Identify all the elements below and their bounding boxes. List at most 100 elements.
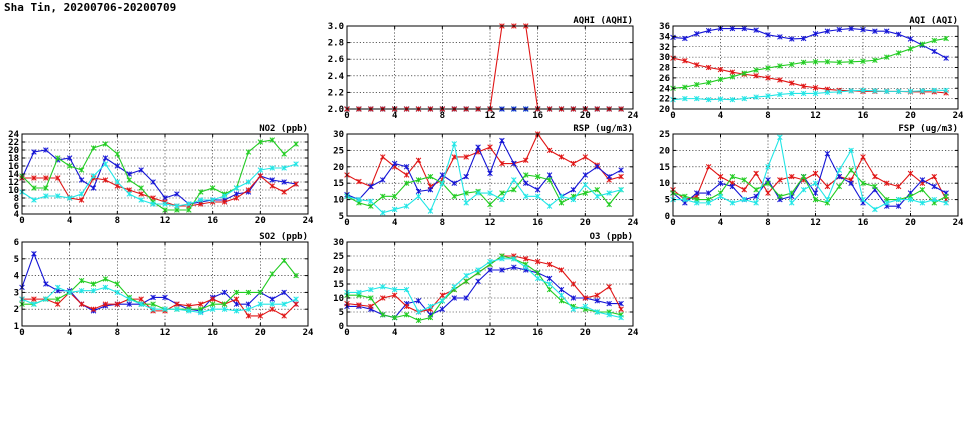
data-point [391, 206, 398, 213]
data-point [717, 76, 724, 83]
x-tick-label: 16 [207, 216, 218, 226]
data-point [233, 296, 240, 302]
y-tick-label: 2.8 [328, 39, 344, 49]
data-point [368, 198, 374, 204]
data-point [114, 163, 121, 169]
x-tick-label: 8 [440, 111, 445, 121]
data-point [693, 81, 700, 88]
data-point [102, 141, 109, 147]
y-tick-label: 18 [8, 154, 19, 164]
data-point [415, 188, 422, 195]
x-tick-label: 8 [115, 216, 120, 226]
data-point [682, 58, 688, 64]
page-title: Sha Tin, 20200706-20200709 [4, 1, 177, 14]
data-point [150, 301, 156, 307]
x-tick-label: 8 [765, 218, 770, 228]
data-point [558, 267, 565, 273]
data-point [499, 190, 505, 196]
data-point [90, 145, 97, 151]
data-point [872, 88, 878, 94]
data-point [102, 177, 109, 183]
data-point [451, 193, 458, 200]
data-point [126, 177, 133, 183]
x-tick-label: 4 [67, 328, 73, 338]
data-point [693, 200, 700, 206]
data-point [753, 67, 759, 73]
data-point [522, 157, 529, 163]
data-point [269, 165, 276, 171]
data-point [221, 306, 228, 312]
x-tick-label: 16 [207, 328, 218, 338]
x-tick-label: 4 [67, 216, 73, 226]
x-tick-label: 16 [532, 328, 543, 338]
data-point [415, 298, 422, 304]
data-point [281, 151, 287, 157]
data-point [522, 180, 529, 186]
data-point [907, 196, 914, 203]
data-point [522, 264, 529, 270]
data-point [812, 190, 819, 196]
data-point [439, 306, 446, 312]
data-point [717, 193, 724, 200]
y-tick-label: 1 [14, 322, 19, 332]
data-point [233, 308, 240, 314]
y-tick-label: 30 [659, 53, 670, 63]
y-tick-label: 26 [659, 74, 670, 84]
data-point [765, 164, 771, 170]
data-point [943, 200, 949, 206]
y-tick-label: 25 [659, 130, 670, 140]
data-point [475, 278, 481, 284]
chart-title: NO2 (ppb) [259, 124, 308, 134]
y-tick-label: 4 [14, 210, 20, 220]
data-point [451, 284, 458, 290]
data-point [368, 203, 374, 209]
x-tick-label: 4 [392, 218, 398, 228]
data-point [257, 301, 264, 307]
y-tick-label: 3 [14, 288, 19, 298]
y-tick-label: 10 [333, 294, 344, 304]
data-point [114, 179, 121, 185]
data-point [487, 201, 493, 208]
data-point [43, 147, 49, 153]
data-point [209, 306, 216, 312]
data-point [511, 177, 517, 183]
data-point [582, 154, 589, 160]
data-point [558, 298, 565, 304]
data-point [379, 154, 386, 160]
data-point [594, 187, 601, 193]
data-point [221, 289, 228, 296]
x-tick-label: 12 [485, 328, 496, 338]
data-point [66, 289, 73, 296]
y-tick-label: 24 [8, 130, 19, 140]
data-point [582, 182, 589, 188]
data-point [765, 93, 771, 99]
data-point [729, 69, 736, 75]
data-point [54, 155, 61, 161]
data-point [102, 284, 109, 291]
data-point [197, 197, 204, 203]
data-point [90, 306, 97, 312]
data-point [606, 173, 612, 180]
data-point [741, 25, 748, 32]
data-point [186, 201, 192, 207]
x-tick-label: 12 [485, 218, 496, 228]
data-point [379, 193, 386, 200]
data-point [78, 277, 85, 284]
data-point [499, 267, 505, 273]
data-point [753, 187, 759, 193]
data-point [618, 187, 624, 193]
data-point [391, 292, 398, 298]
data-point [919, 200, 926, 206]
data-point [162, 201, 168, 207]
data-point [174, 207, 180, 213]
data-point [463, 278, 469, 284]
data-point [78, 191, 85, 197]
data-point [54, 284, 61, 291]
data-point [883, 28, 890, 34]
data-point [895, 183, 902, 190]
data-point [729, 183, 736, 190]
data-point [836, 183, 843, 190]
series-line-blue [21, 149, 297, 205]
data-point [741, 177, 748, 183]
